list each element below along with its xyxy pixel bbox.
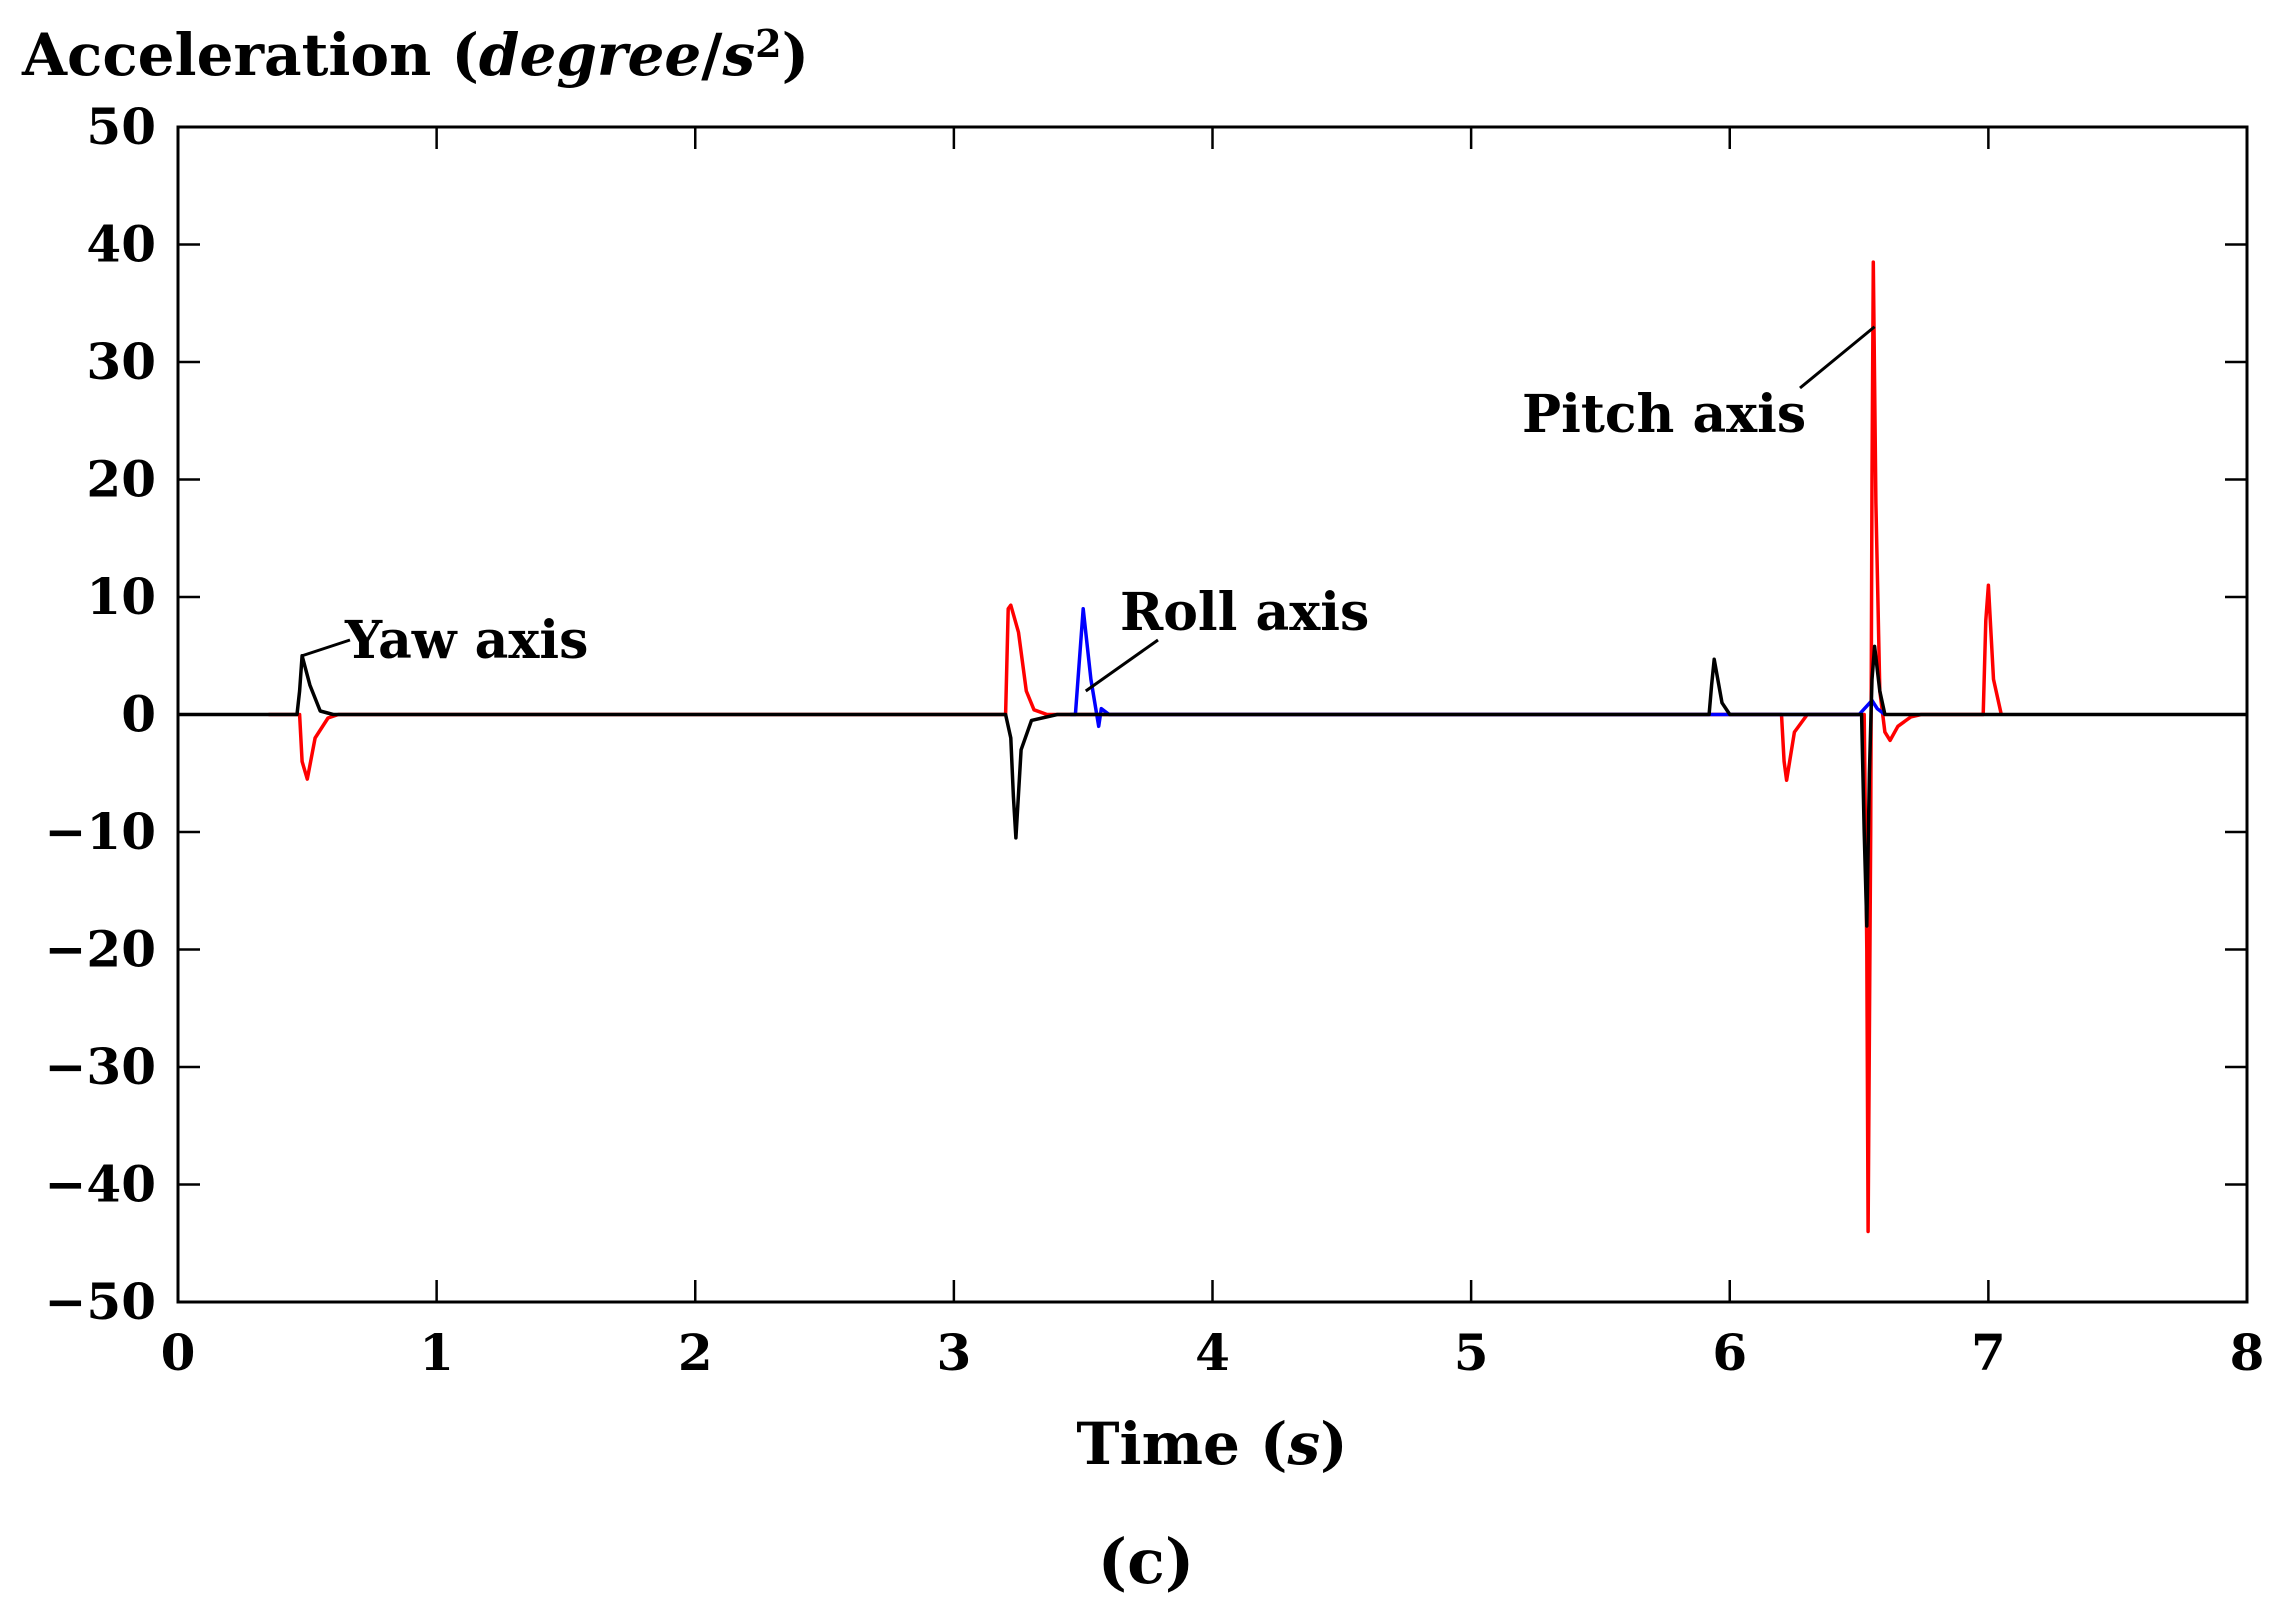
x-tick-label-0: 0 xyxy=(161,1323,196,1382)
y-axis-title: Acceleration (degree/s2) xyxy=(21,21,809,89)
x-tick-label-4: 4 xyxy=(1195,1323,1230,1382)
y-axis-title-part-1: Acceleration ( xyxy=(21,21,479,89)
y-axis-title-exponent: 2 xyxy=(755,21,781,66)
x-axis-title-unit-s: s xyxy=(1287,1410,1321,1478)
y-tick-label-0: 50 xyxy=(86,97,156,156)
y-tick-label-8: −30 xyxy=(45,1037,156,1096)
x-tick-label-7: 7 xyxy=(1971,1323,2006,1382)
x-axis-title-part-1: Time ( xyxy=(1076,1410,1287,1478)
annotation-layer: Yaw axis Roll axis Pitch axis xyxy=(301,325,1876,693)
x-tick-label-6: 6 xyxy=(1712,1323,1747,1382)
y-tick-label-10: −50 xyxy=(45,1272,156,1331)
annotation-label-pitch-axis: Pitch axis xyxy=(1522,384,1806,445)
y-axis-title-unit-degree: degree xyxy=(479,21,701,89)
figure-caption: (c) xyxy=(1098,1525,1194,1598)
y-tick-label-5: 0 xyxy=(121,685,156,744)
series-line-yaw-axis xyxy=(178,644,2247,928)
annotation-leader-1 xyxy=(1084,638,1159,693)
annotation-leader-2 xyxy=(1799,325,1876,390)
annotation-label-roll-axis: Roll axis xyxy=(1120,582,1369,643)
axis-tick-labels: 0 1 2 3 4 5 6 7 8 50 40 30 20 10 0 −10 −20 −30 −40 −50 xyxy=(45,97,2265,1382)
x-tick-label-2: 2 xyxy=(678,1323,713,1382)
annotation-label-yaw-axis: Yaw axis xyxy=(344,610,588,671)
annotation-leader-0 xyxy=(301,638,351,658)
y-tick-label-1: 40 xyxy=(86,215,156,274)
y-tick-label-7: −20 xyxy=(45,920,156,979)
y-tick-label-4: 10 xyxy=(86,567,156,626)
x-tick-label-8: 8 xyxy=(2230,1323,2265,1382)
x-tick-label-5: 5 xyxy=(1454,1323,1489,1382)
y-axis-title-close: ) xyxy=(782,21,809,89)
x-tick-label-3: 3 xyxy=(936,1323,971,1382)
y-tick-label-2: 30 xyxy=(86,332,156,391)
y-tick-label-9: −40 xyxy=(45,1155,156,1214)
y-tick-label-6: −10 xyxy=(45,802,156,861)
series-layer xyxy=(178,260,2247,1234)
x-axis-title-close: ) xyxy=(1320,1410,1347,1478)
y-tick-label-3: 20 xyxy=(86,450,156,509)
y-axis-title-unit-s: s xyxy=(721,21,755,89)
x-axis-title: Time (s) xyxy=(1076,1410,1347,1478)
x-tick-label-1: 1 xyxy=(419,1323,454,1382)
axis-ticks xyxy=(176,125,2249,1304)
y-axis-title-slash: / xyxy=(701,21,723,89)
